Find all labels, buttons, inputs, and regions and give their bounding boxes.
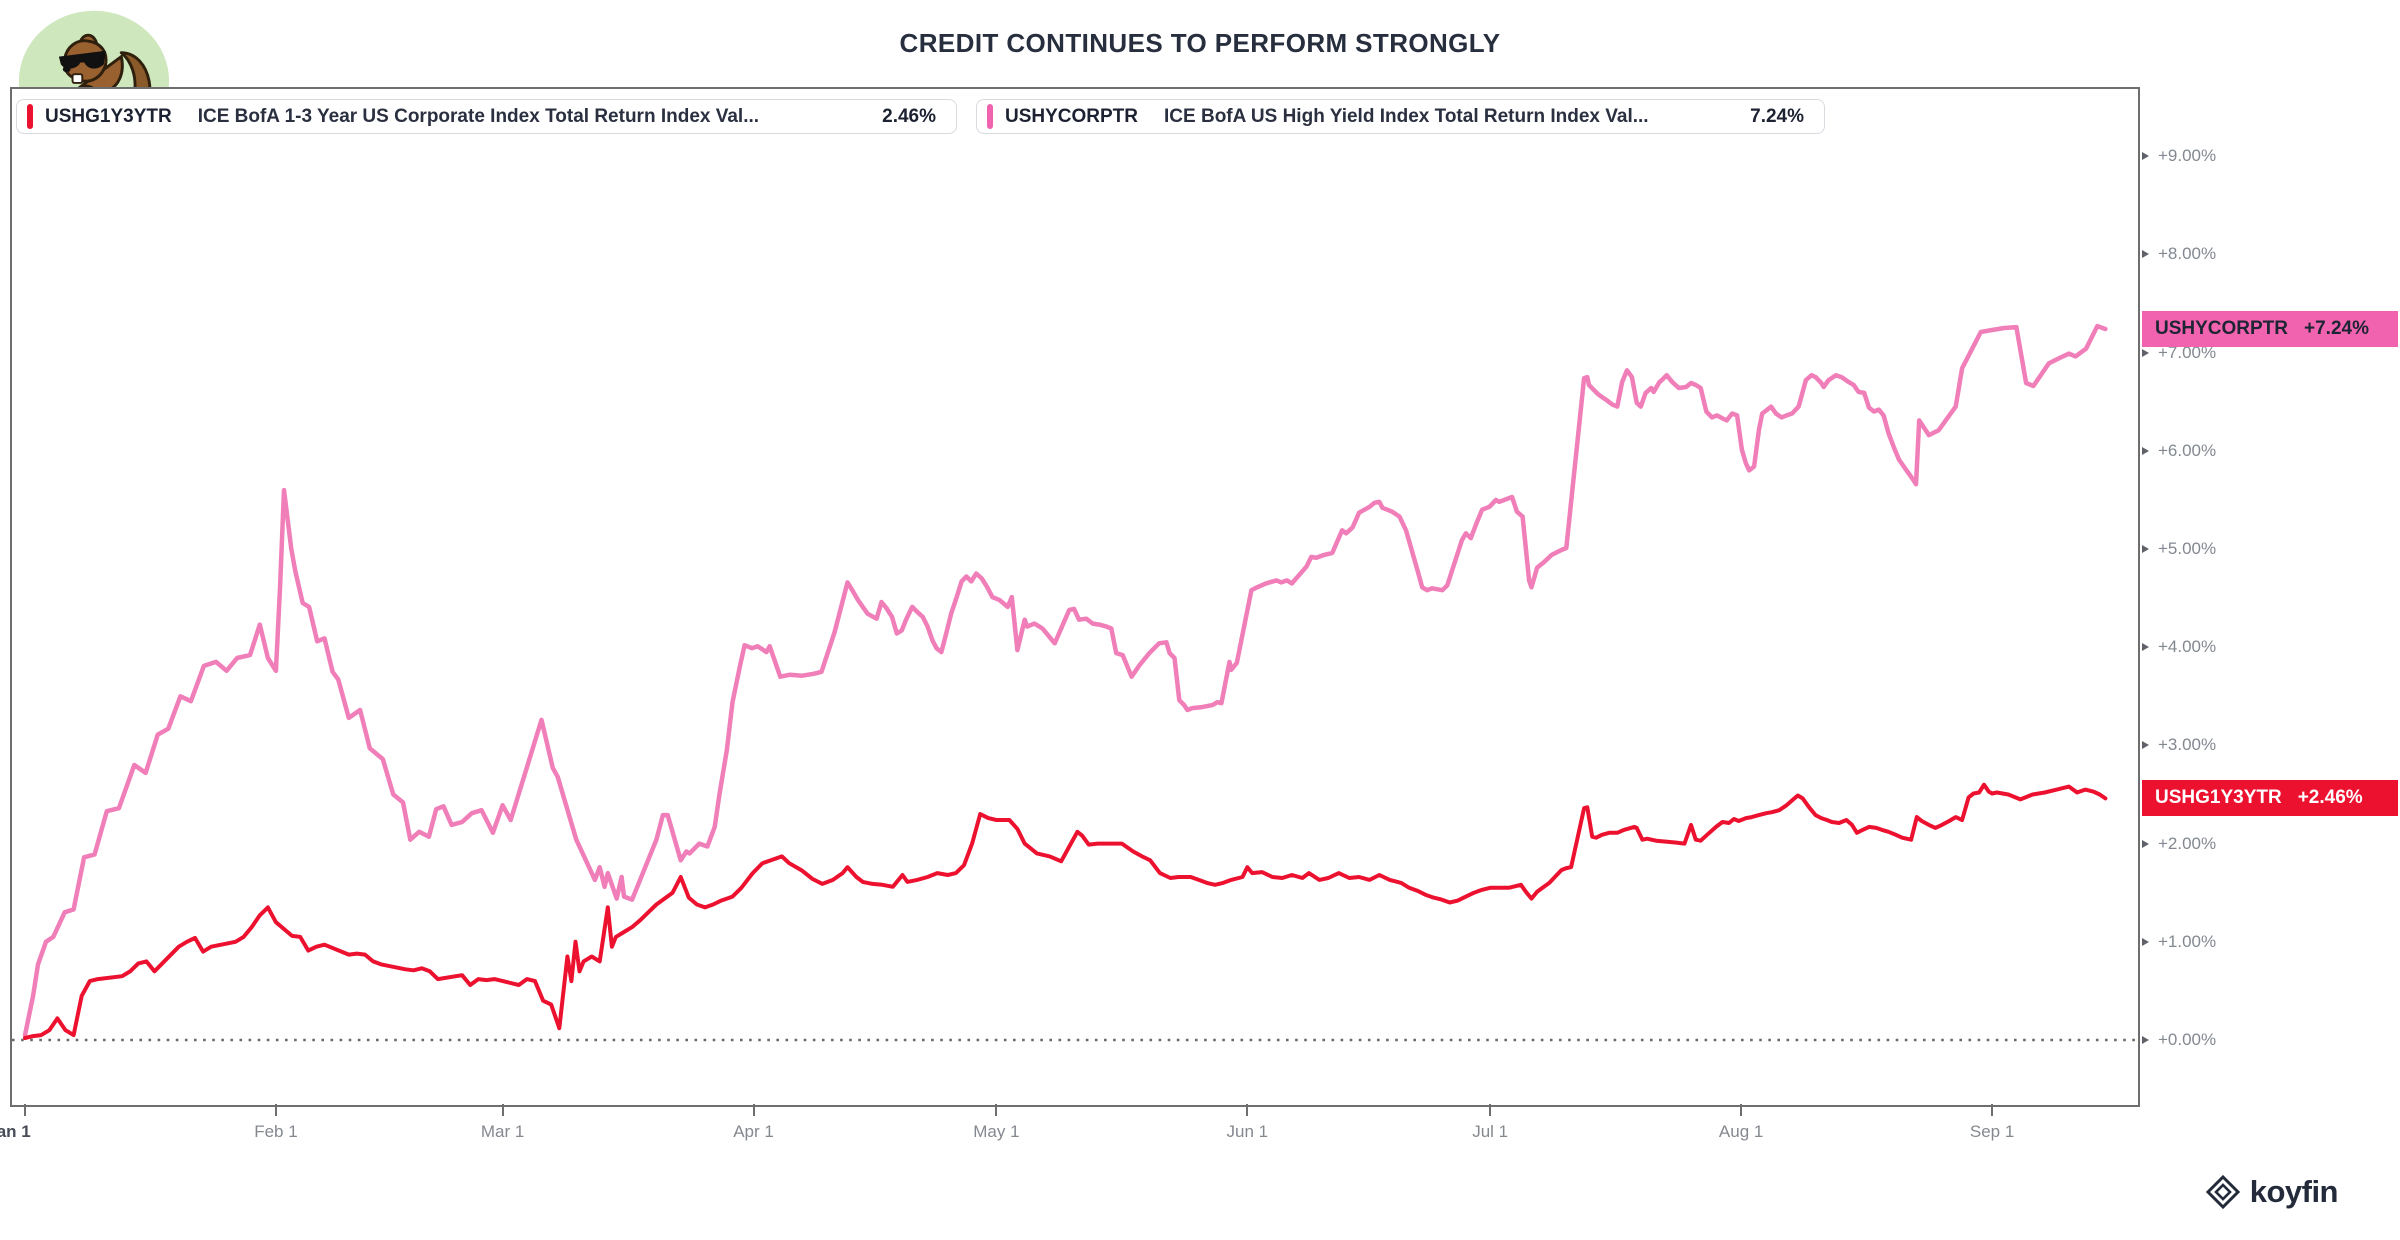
koyfin-wordmark: koyfin	[2249, 1174, 2339, 1209]
legend-chip-ushycorptr[interactable]: USHYCORPTR ICE BofA US High Yield Index …	[976, 99, 1825, 134]
x-axis-label: Mar 1	[480, 1122, 525, 1141]
badge-value: +7.24%	[2304, 318, 2369, 340]
y-axis-label: +9.00%	[2158, 146, 2217, 166]
badge-ticker: USHG1Y3YTR	[2155, 787, 2282, 809]
y-axis-label: +0.00%	[2158, 1030, 2217, 1049]
x-tick-mark	[1991, 1104, 1994, 1116]
x-axis-label: Feb 1	[254, 1122, 298, 1141]
last-value-badge-ushycorptr: USHYCORPTR +7.24%	[2142, 311, 2398, 348]
x-tick-mark	[752, 1104, 755, 1116]
x-axis-label: Apr 1	[733, 1122, 774, 1141]
x-axis-label: May 1	[973, 1122, 1020, 1141]
x-tick-mark	[1246, 1104, 1249, 1116]
koyfin-diamond-icon	[2205, 1175, 2240, 1209]
y-axis-label: +4.00%	[2158, 637, 2217, 657]
badge-ticker: USHYCORPTR	[2155, 318, 2289, 340]
plot-frame	[10, 87, 2140, 1107]
x-axis-label: Sep 1	[1969, 1122, 2015, 1141]
series-color-bar-pink	[987, 104, 993, 129]
legend-series-name: ICE BofA US High Yield Index Total Retur…	[1164, 105, 1649, 127]
plot-area[interactable]	[12, 89, 2137, 1103]
legend-value: 7.24%	[1750, 105, 1804, 127]
x-axis-label: Aug 1	[1718, 1122, 1764, 1141]
y-tick-arrow	[2142, 446, 2149, 455]
y-axis-label: +2.00%	[2158, 833, 2217, 853]
squirrel-teeth	[71, 73, 84, 84]
squirrel-nose	[62, 66, 71, 73]
x-axis-label: Jun 1	[1226, 1122, 1269, 1141]
x-tick-mark	[995, 1104, 998, 1116]
x-tick-mark	[24, 1104, 26, 1116]
series-line-ushycorptr	[22, 323, 2108, 1038]
y-tick-arrow	[2142, 545, 2149, 553]
y-tick-arrow	[2142, 741, 2149, 750]
badge-value: +2.46%	[2297, 787, 2363, 809]
legend-ticker: USHG1Y3YTR	[45, 105, 172, 127]
y-tick-arrow	[2142, 937, 2149, 946]
y-tick-arrow	[2142, 250, 2149, 259]
series-line-ushg1y3ytr	[23, 782, 2108, 1040]
series-color-bar-red	[27, 104, 33, 129]
koyfin-watermark: koyfin	[2205, 1174, 2339, 1210]
x-axis-label: Jul 1	[1472, 1122, 1509, 1141]
y-tick-arrow	[2142, 1036, 2149, 1044]
chart-title: CREDIT CONTINUES TO PERFORM STRONGLY	[899, 28, 1501, 58]
x-tick-mark	[274, 1104, 277, 1116]
legend-value: 2.46%	[882, 105, 936, 127]
y-axis-label: +8.00%	[2158, 244, 2217, 264]
last-value-badge-ushg1y3ytr: USHG1Y3YTR +2.46%	[2142, 780, 2398, 817]
legend-series-name: ICE BofA 1-3 Year US Corporate Index Tot…	[197, 105, 760, 127]
x-tick-mark	[1740, 1104, 1743, 1116]
y-tick-arrow	[2142, 152, 2149, 161]
y-axis-label: +5.00%	[2158, 539, 2217, 558]
y-tick-arrow	[2142, 348, 2149, 357]
y-tick-arrow	[2142, 839, 2149, 848]
x-tick-mark	[501, 1104, 504, 1116]
y-axis-label: +3.00%	[2158, 735, 2217, 755]
y-tick-arrow	[2142, 643, 2149, 652]
y-axis-label: +1.00%	[2158, 931, 2217, 951]
legend-ticker: USHYCORPTR	[1005, 105, 1139, 127]
sunglasses	[58, 50, 106, 69]
legend-chip-ushg1y3ytr[interactable]: USHG1Y3YTR ICE BofA 1-3 Year US Corporat…	[16, 99, 957, 134]
x-axis-label: Jan 1	[0, 1122, 31, 1141]
y-axis-label: +7.00%	[2158, 342, 2217, 362]
y-axis-label: +6.00%	[2158, 440, 2217, 460]
x-tick-mark	[1489, 1104, 1492, 1116]
